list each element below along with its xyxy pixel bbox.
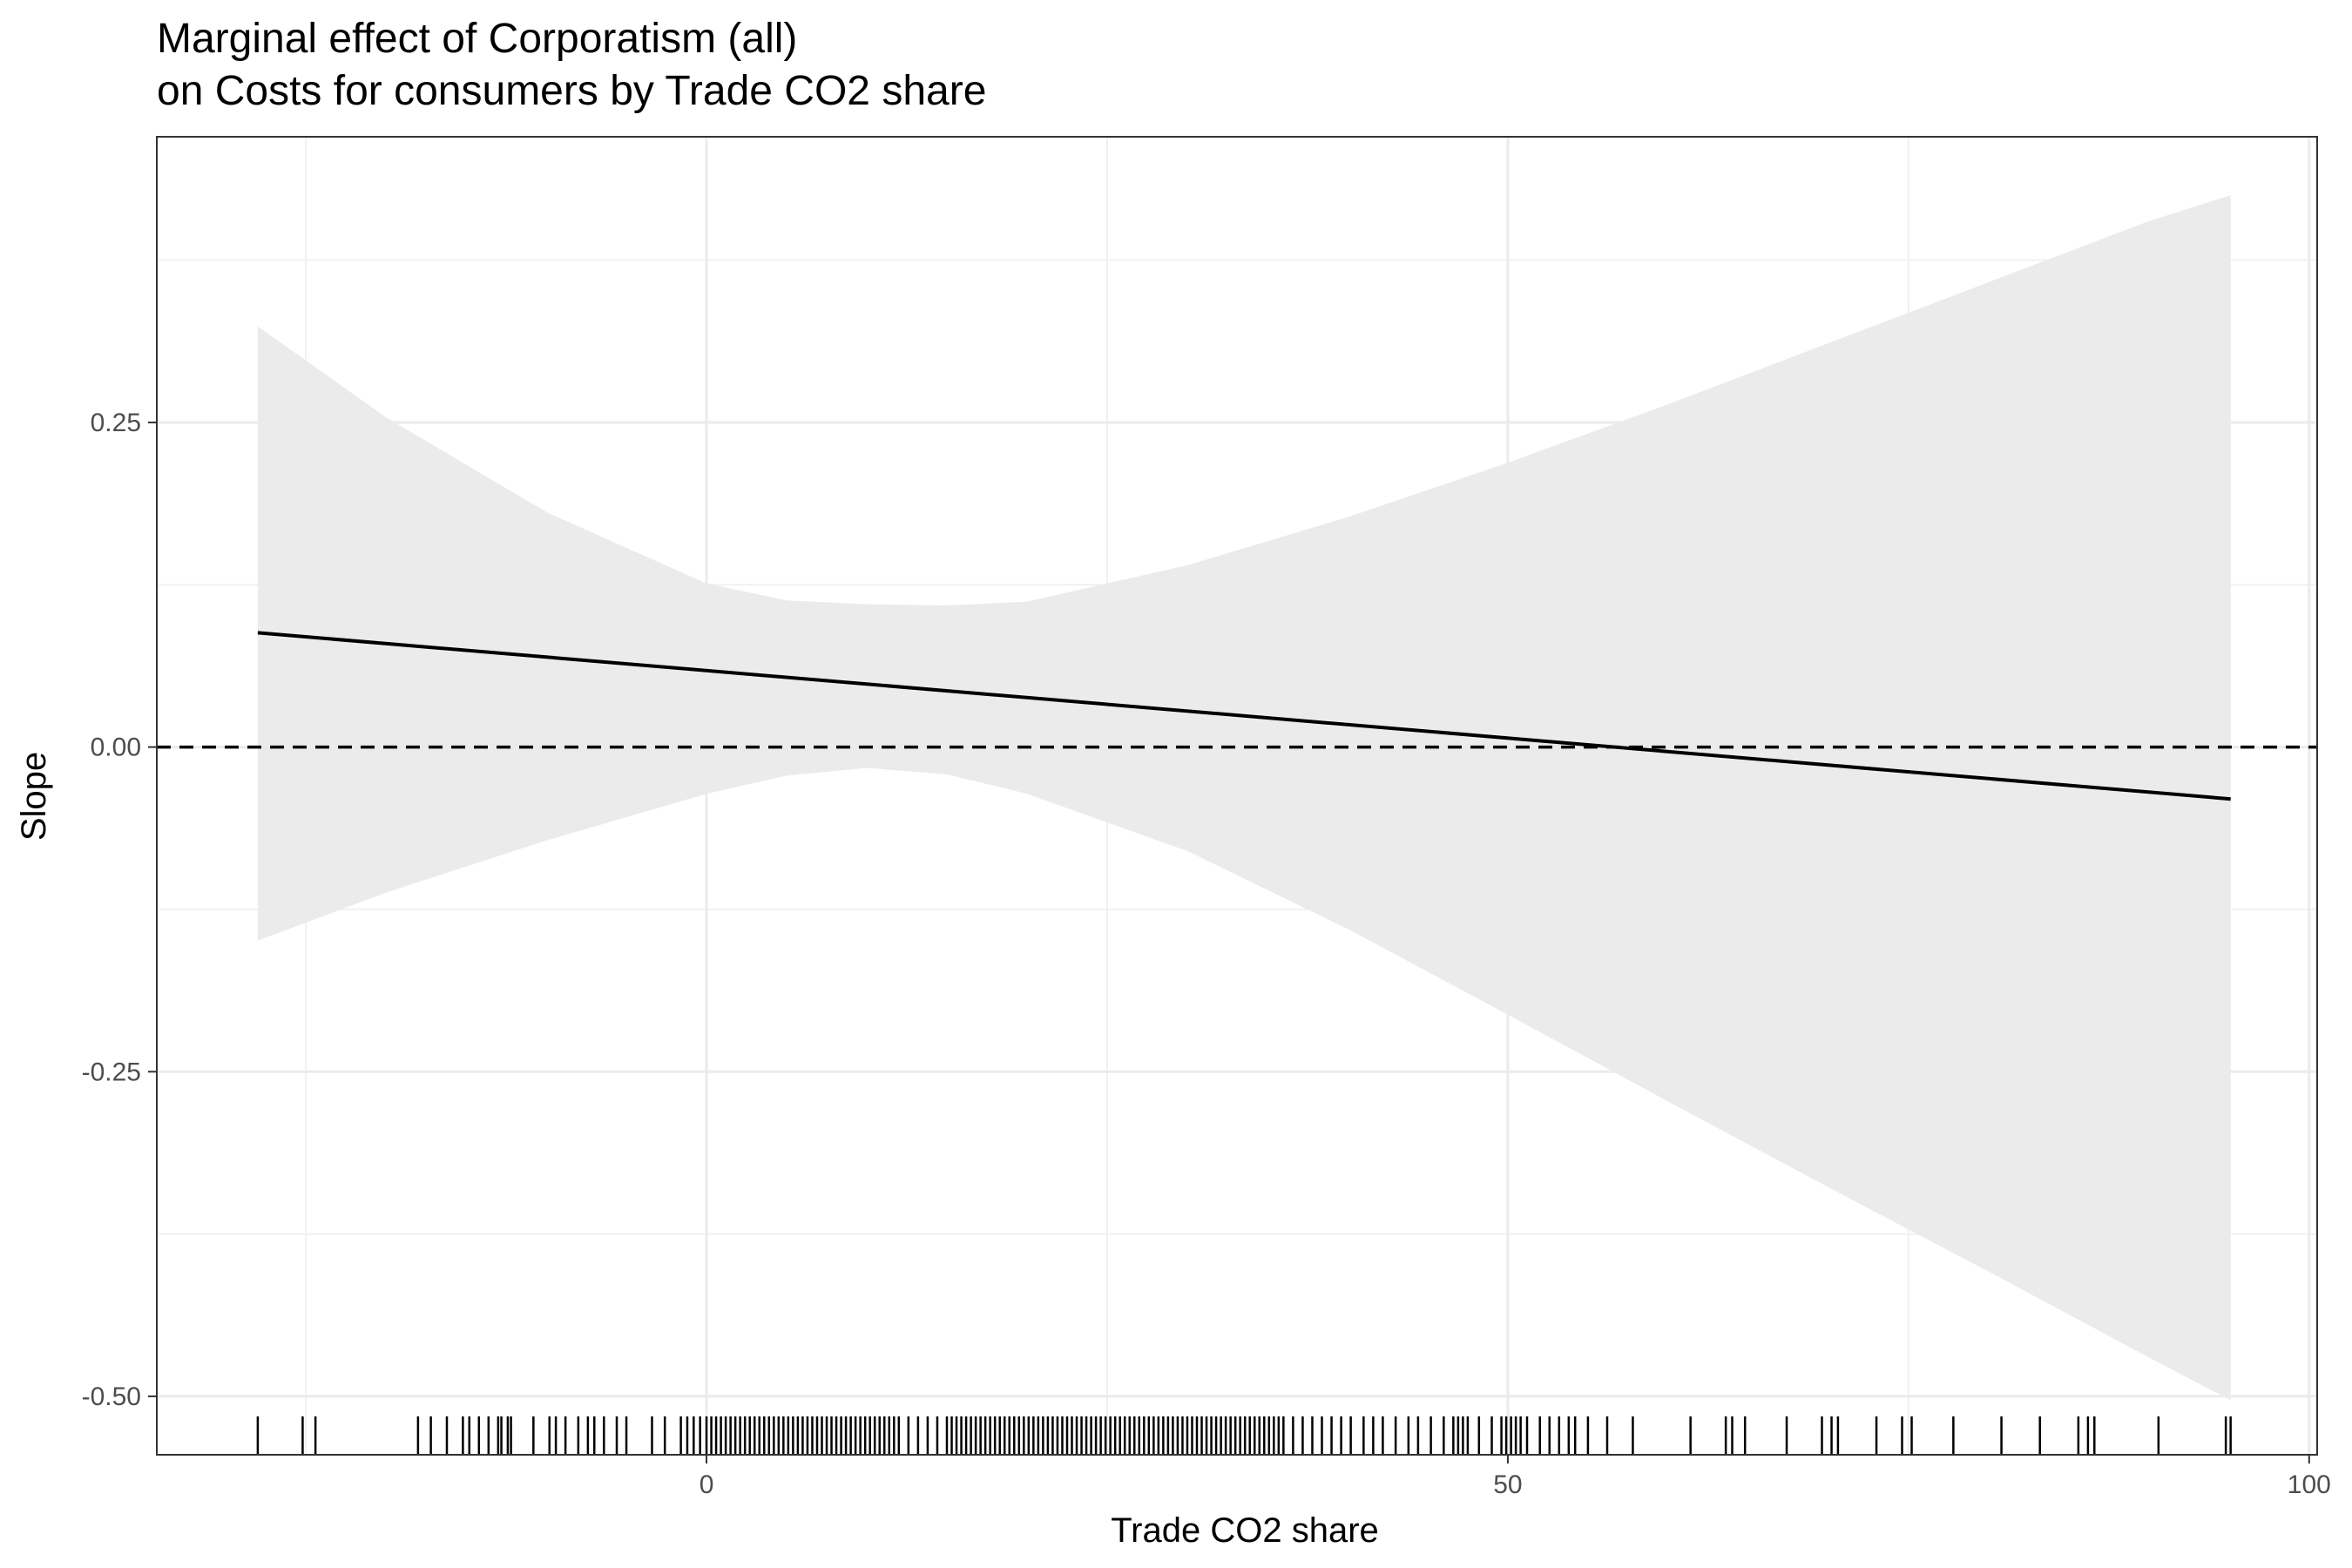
plot-frame [156,136,2318,1456]
y-tick-label: -0.25 [82,1058,141,1086]
x-tick-label: 50 [1493,1470,1522,1499]
chart-subtitle: on Costs for consumers by Trade CO2 shar… [157,68,986,114]
y-tick-label: -0.50 [82,1382,141,1411]
y-axis-title: Slope [15,752,53,841]
axis-ticks [148,421,2310,1463]
x-tick-label: 100 [2288,1470,2331,1499]
x-axis-title: Trade CO2 share [1111,1511,1379,1550]
chart-title: Marginal effect of Corporatism (all) [157,16,797,62]
rug-layer [256,1416,2232,1454]
x-tick-label: 0 [700,1470,714,1499]
plot-frame-layer [156,136,2318,1456]
y-tick-label: 0.25 [91,409,141,437]
x-tick-labels: 0 50 100 [700,1470,2331,1499]
slope-line [257,631,2231,801]
y-tick-labels: -0.50 -0.25 0.00 0.25 [82,409,141,1411]
y-tick-label: 0.00 [91,733,141,762]
confidence-ribbon [257,195,2231,1401]
series-layer [257,631,2231,801]
confidence-ribbon-layer [257,195,2231,1401]
